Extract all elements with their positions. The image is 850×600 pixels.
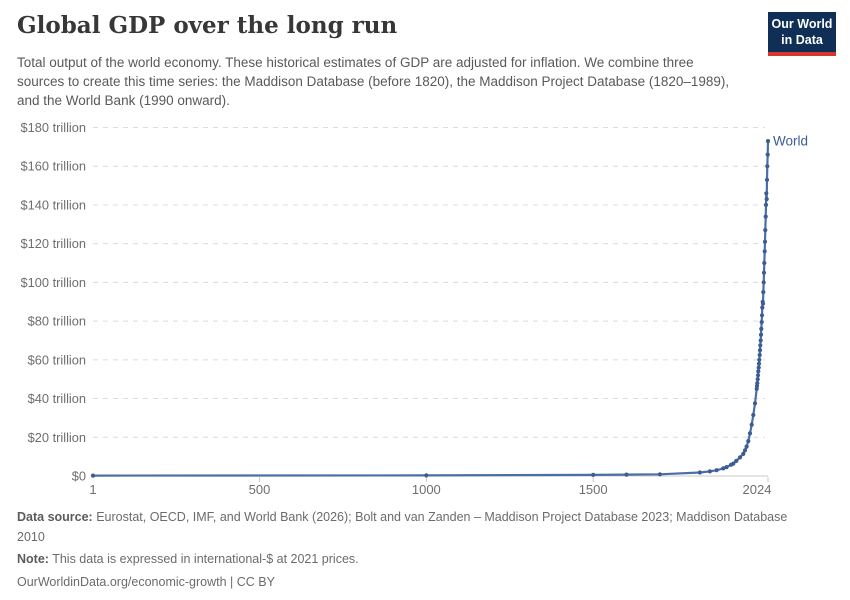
data-point <box>763 214 768 219</box>
data-point <box>90 473 96 478</box>
y-tick-label: $20 trillion <box>28 430 86 445</box>
data-point <box>765 152 770 157</box>
chart-subtitle: Total output of the world economy. These… <box>17 55 730 108</box>
data-point <box>752 401 758 406</box>
x-tick-label: 2024 <box>743 482 772 497</box>
data-point <box>721 466 726 471</box>
data-source-label: Data source: <box>17 510 93 524</box>
note-text: This data is expressed in international-… <box>48 552 359 566</box>
data-point <box>755 373 761 378</box>
y-tick-label: $60 trillion <box>28 352 86 367</box>
y-tick-label: $160 trillion <box>21 159 86 174</box>
data-point <box>764 191 769 196</box>
owid-logo: Our World in Data <box>768 12 836 57</box>
data-point <box>737 455 743 460</box>
data-source-line: Data source: Eurostat, OECD, IMF, and Wo… <box>17 508 817 547</box>
owid-logo-line2: in Data <box>781 32 823 47</box>
data-point <box>759 313 765 318</box>
data-point <box>756 365 761 370</box>
y-tick-label: $0 <box>72 469 86 484</box>
source-link[interactable]: OurWorldinData.org/economic-growth | CC … <box>17 574 275 589</box>
chart-footer: Data source: Eurostat, OECD, IMF, and Wo… <box>17 508 817 592</box>
data-point <box>756 361 762 366</box>
data-point <box>751 412 756 418</box>
data-point <box>761 270 767 275</box>
data-point <box>764 177 770 182</box>
y-tick-label: $80 trillion <box>28 314 86 329</box>
y-tick-label: $140 trillion <box>21 197 86 212</box>
data-point <box>756 369 761 374</box>
data-point <box>714 468 719 473</box>
data-point <box>759 320 764 325</box>
x-tick-label: 500 <box>249 482 271 497</box>
data-point <box>741 451 746 456</box>
data-point <box>761 290 766 295</box>
data-point <box>744 444 749 449</box>
x-tick-label: 1500 <box>579 482 608 497</box>
data-point <box>758 332 764 337</box>
data-point <box>760 305 765 310</box>
data-point <box>757 348 763 353</box>
data-point <box>747 431 753 436</box>
data-source-text: Eurostat, OECD, IMF, and World Bank (202… <box>17 510 788 544</box>
series-end-label: World <box>773 134 808 149</box>
page-title: Global GDP over the long run <box>17 12 398 39</box>
y-tick-label: $100 trillion <box>21 275 86 290</box>
y-tick-label: $120 trillion <box>21 236 86 251</box>
data-point <box>724 465 729 470</box>
owid-logo-line1: Our World <box>771 17 833 31</box>
data-point <box>749 422 754 427</box>
data-point <box>765 164 770 169</box>
data-point <box>763 228 768 233</box>
x-tick-label: 1000 <box>412 482 441 497</box>
data-point <box>761 280 766 285</box>
data-point <box>707 469 713 474</box>
data-point <box>746 439 751 444</box>
y-tick-label: $40 trillion <box>28 391 86 406</box>
x-tick-label: 1 <box>89 482 96 497</box>
data-point <box>734 458 739 463</box>
y-tick-label: $180 trillion <box>21 120 86 135</box>
data-point <box>758 338 763 343</box>
data-point <box>763 202 769 207</box>
data-point <box>731 461 736 466</box>
data-point <box>624 472 629 477</box>
data-point <box>762 260 767 266</box>
gdp-line <box>91 140 770 477</box>
data-point <box>755 381 760 386</box>
data-point <box>759 326 764 331</box>
data-point <box>755 377 760 382</box>
note-line: Note: This data is expressed in internat… <box>17 550 817 570</box>
data-point <box>697 470 703 475</box>
data-point <box>764 197 769 202</box>
data-point <box>762 239 768 244</box>
data-point <box>762 249 767 254</box>
data-point <box>742 448 748 453</box>
note-label: Note: <box>17 552 49 566</box>
data-point <box>760 301 766 306</box>
data-point <box>591 472 596 477</box>
data-point <box>657 472 663 477</box>
data-point <box>765 139 771 144</box>
data-point <box>424 473 429 478</box>
data-point <box>757 357 762 362</box>
data-point <box>757 352 762 358</box>
data-point <box>758 343 763 348</box>
